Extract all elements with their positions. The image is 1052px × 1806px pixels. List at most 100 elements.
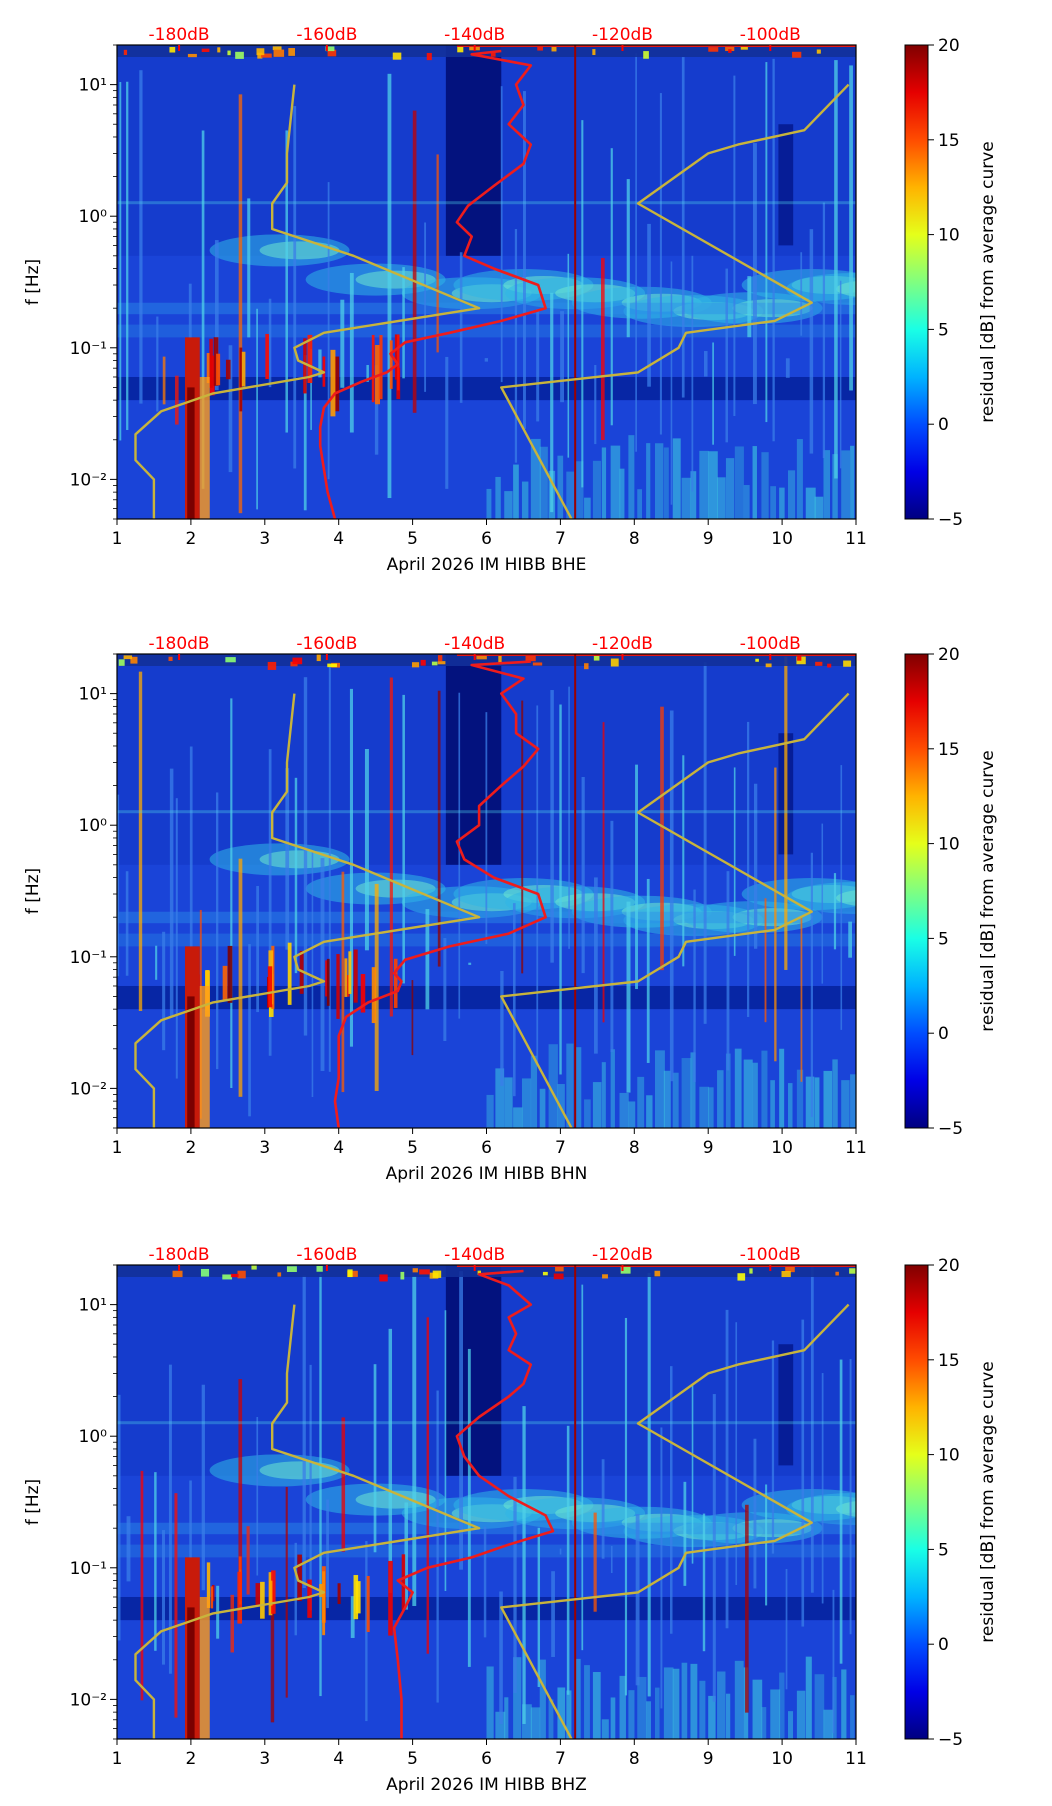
event-stripe <box>320 858 325 1071</box>
lf-streak <box>770 1080 775 1128</box>
event-stripe <box>162 356 166 405</box>
top-speckle <box>737 1273 746 1281</box>
lf-streak <box>566 471 575 519</box>
event-stripe <box>702 1513 706 1652</box>
event-stripe <box>270 1589 275 1723</box>
top-speckle <box>235 51 244 59</box>
lf-streak <box>672 1668 680 1739</box>
event-stripe <box>660 706 664 971</box>
event-stripe <box>437 690 441 967</box>
day2-hot-column <box>187 996 195 1128</box>
top-speckle <box>316 1265 323 1272</box>
event-stripe <box>753 783 758 949</box>
lf-streak <box>850 445 855 519</box>
lf-streak <box>486 1094 494 1128</box>
event-stripe <box>669 1366 673 1634</box>
x-tick-label: 5 <box>407 1749 418 1769</box>
event-stripe <box>832 1589 835 1734</box>
top-speckle <box>222 1274 233 1280</box>
event-stripe <box>822 202 826 459</box>
event-stripe <box>784 656 788 970</box>
event-stripe <box>801 1319 805 1627</box>
top-speckle <box>419 1269 430 1275</box>
event-stripe <box>436 1390 439 1703</box>
y-axis-label: f [Hz] <box>23 259 43 305</box>
top-speckle <box>168 656 173 661</box>
hot-streak <box>206 1562 211 1608</box>
x-tick-label: 7 <box>555 1749 566 1769</box>
h-stripe <box>117 1421 856 1425</box>
event-stripe <box>174 1493 178 1718</box>
lf-streak <box>717 1671 726 1739</box>
event-stripe <box>445 356 449 489</box>
event-stripe <box>350 1596 355 1638</box>
lf-streak <box>752 1062 758 1128</box>
top-speckle <box>316 654 321 662</box>
event-stripe <box>523 91 526 429</box>
x-tick-label: 5 <box>407 1138 418 1158</box>
event-stripe <box>594 877 598 1054</box>
event-stripe <box>117 1394 121 1641</box>
y-tick-label: 10⁻¹ <box>70 339 107 359</box>
top-speckle <box>610 658 619 667</box>
top-speckle <box>426 52 432 61</box>
panel-1: 1 2 3 4 5 6 7 8 9 10 11 April 2026 IM HIBB BHE 10⁻² 1… <box>23 25 998 575</box>
top-speckle <box>728 49 732 53</box>
series-line-3 <box>500 83 850 519</box>
event-stripe <box>626 179 630 338</box>
top-row <box>117 45 856 57</box>
microseism-band <box>259 241 340 260</box>
lf-streak <box>637 1076 645 1128</box>
lf-streak <box>823 1070 833 1128</box>
hot-streak <box>271 1570 276 1614</box>
event-stripe <box>821 1373 824 1604</box>
top-speckle <box>816 49 821 54</box>
top-speckle <box>843 660 852 667</box>
lf-streak <box>841 1669 847 1739</box>
x-tick-label: 6 <box>481 1138 492 1158</box>
event-stripe <box>285 130 288 433</box>
top-speckle <box>457 45 464 53</box>
event-stripe <box>328 658 331 1072</box>
series-line-1 <box>318 49 547 519</box>
event-stripe <box>512 903 516 1097</box>
lf-streak <box>628 1690 635 1739</box>
event-stripe <box>849 1359 852 1635</box>
lf-streak <box>557 1687 566 1739</box>
colorbar-tick-label: 0 <box>938 415 949 435</box>
top-row <box>117 1265 856 1277</box>
y-tick-label: 10⁰ <box>79 1427 108 1447</box>
event-stripe <box>175 798 178 1079</box>
dark-band <box>117 376 856 401</box>
lf-streak <box>495 476 501 519</box>
top-speckle <box>230 1273 239 1278</box>
event-stripe <box>169 768 174 1017</box>
lf-streak <box>539 446 548 519</box>
event-stripe <box>238 1379 243 1584</box>
colorbar-tick-label: 10 <box>938 835 960 855</box>
top-speckle <box>835 1271 839 1276</box>
top-speckle <box>267 661 277 670</box>
lf-streak <box>770 1689 781 1739</box>
lf-streak <box>592 1672 601 1739</box>
colorbar-tick-label: −5 <box>938 1730 963 1750</box>
top-speckle <box>654 1270 661 1277</box>
event-stripe <box>536 705 539 1064</box>
lf-streak <box>504 1077 513 1128</box>
lf-streak <box>779 1048 785 1128</box>
x-tick-label: 9 <box>703 1749 714 1769</box>
top-speckle <box>123 49 128 55</box>
event-stripe <box>659 93 662 435</box>
event-stripe <box>669 710 674 1082</box>
x-axis-label: April 2026 IM HIBB BHZ <box>386 1775 587 1795</box>
lf-streak <box>513 464 519 519</box>
top-db-label: -180dB <box>149 25 210 45</box>
event-stripe <box>311 849 314 1098</box>
event-stripe <box>293 106 297 469</box>
event-stripe <box>426 1317 429 1654</box>
top-db-label: -120dB <box>592 1245 653 1265</box>
top-db-label: -100dB <box>740 634 801 654</box>
event-stripe <box>154 1472 157 1651</box>
event-stripe <box>162 1530 165 1665</box>
